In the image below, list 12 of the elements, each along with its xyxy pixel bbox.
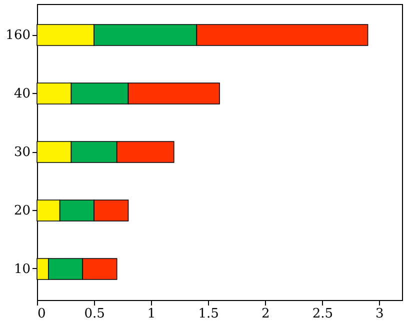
y-tick-label: 160 bbox=[6, 28, 30, 44]
x-tick-label: 3 bbox=[376, 306, 384, 322]
x-tick-label: 2.5 bbox=[312, 306, 333, 322]
y-tick-label: 20 bbox=[14, 204, 30, 218]
x-tick-label: 1 bbox=[147, 306, 156, 322]
y-tick-label: 40 bbox=[14, 86, 30, 102]
y-tick-label: 10 bbox=[14, 262, 30, 277]
x-tick-label: 0 bbox=[38, 306, 46, 322]
y-tick-label: 30 bbox=[14, 145, 30, 160]
x-tick-label: 0.5 bbox=[84, 306, 105, 322]
x-tick-label: 2 bbox=[261, 306, 270, 322]
x-tick-label: 1.5 bbox=[198, 306, 219, 322]
